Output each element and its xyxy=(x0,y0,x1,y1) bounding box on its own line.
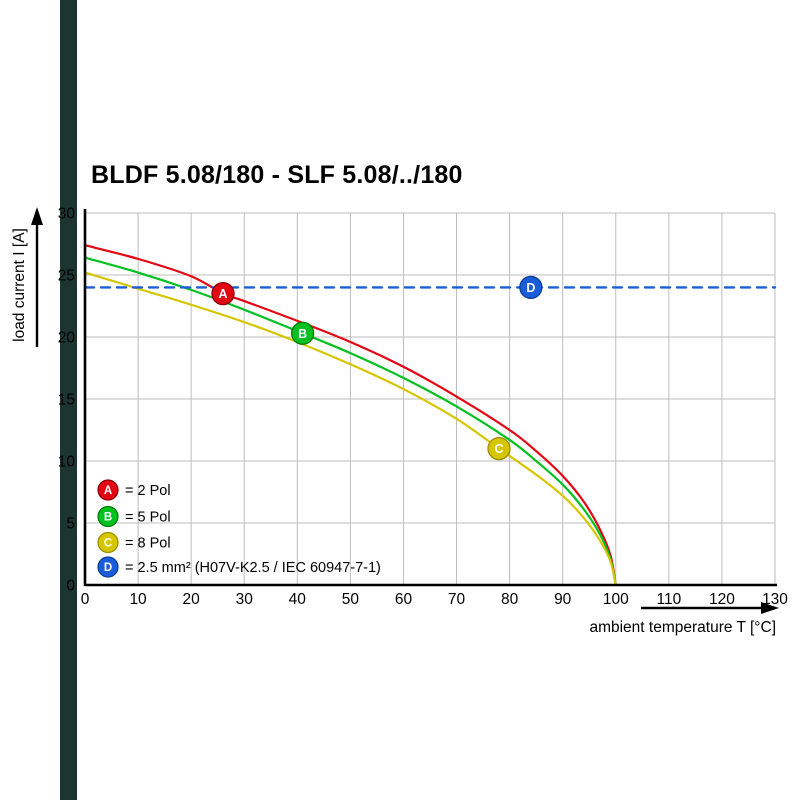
left-accent-bar xyxy=(60,0,77,800)
x-tick-label-40: 40 xyxy=(289,591,307,608)
x-tick-label-10: 10 xyxy=(129,591,147,608)
series-marker-B xyxy=(290,321,315,345)
x-tick-label-50: 50 xyxy=(342,591,360,608)
chart-title: BLDF 5.08/180 - SLF 5.08/../180 xyxy=(91,161,463,189)
legend-label-D: = 2.5 mm² (H07V-K2.5 / IEC 60947-7-1) xyxy=(125,560,381,576)
x-tick-label-70: 70 xyxy=(448,591,466,608)
x-tick-label-110: 110 xyxy=(656,591,681,608)
x-tick-label-60: 60 xyxy=(395,591,413,608)
legend-label-C: = 8 Pol xyxy=(125,536,171,552)
series-marker-D xyxy=(519,275,543,300)
x-tick-label-120: 120 xyxy=(709,591,735,608)
legend-label-B: = 5 Pol xyxy=(125,510,171,526)
series-marker-C xyxy=(487,436,511,461)
x-direction-arrowhead xyxy=(761,602,779,614)
y-tick-label-10: 10 xyxy=(58,454,76,471)
legend-swatch-D xyxy=(97,556,119,578)
series-curve-A xyxy=(83,244,617,587)
x-tick-label-90: 90 xyxy=(554,591,572,608)
series-marker-A xyxy=(211,281,235,306)
series-curve-B xyxy=(83,256,617,587)
legend-swatch-B xyxy=(97,505,119,528)
legend-swatch-letter-B: B xyxy=(104,512,112,524)
x-tick-label-100: 100 xyxy=(603,591,629,608)
y-tick-label-0: 0 xyxy=(66,578,75,595)
series-marker-letter-D: D xyxy=(526,281,535,295)
x-tick-label-130: 130 xyxy=(762,591,788,608)
legend-label-A: = 2 Pol xyxy=(125,483,171,499)
legend-swatch-letter-D: D xyxy=(104,562,112,574)
y-tick-label-5: 5 xyxy=(66,516,75,533)
y-tick-label-30: 30 xyxy=(58,206,76,223)
legend-swatch-letter-C: C xyxy=(104,538,112,550)
y-tick-label-25: 25 xyxy=(58,268,75,285)
legend-swatch-C xyxy=(97,531,119,554)
x-tick-label-30: 30 xyxy=(236,591,254,608)
legend-swatch-letter-A: A xyxy=(104,485,112,497)
series-marker-letter-A: A xyxy=(218,287,227,301)
x-tick-label-80: 80 xyxy=(501,591,519,608)
series-marker-letter-C: C xyxy=(494,442,503,456)
series-curve-C xyxy=(83,271,617,587)
y-direction-arrowhead xyxy=(31,207,43,225)
series-marker-letter-B: B xyxy=(298,327,307,341)
y-tick-label-15: 15 xyxy=(58,392,75,409)
legend-swatch-A xyxy=(97,479,119,501)
y-tick-label-20: 20 xyxy=(58,330,76,347)
x-tick-label-20: 20 xyxy=(183,591,201,608)
x-axis-label: ambient temperature T [°C] xyxy=(589,619,776,636)
x-tick-label-0: 0 xyxy=(81,591,90,608)
